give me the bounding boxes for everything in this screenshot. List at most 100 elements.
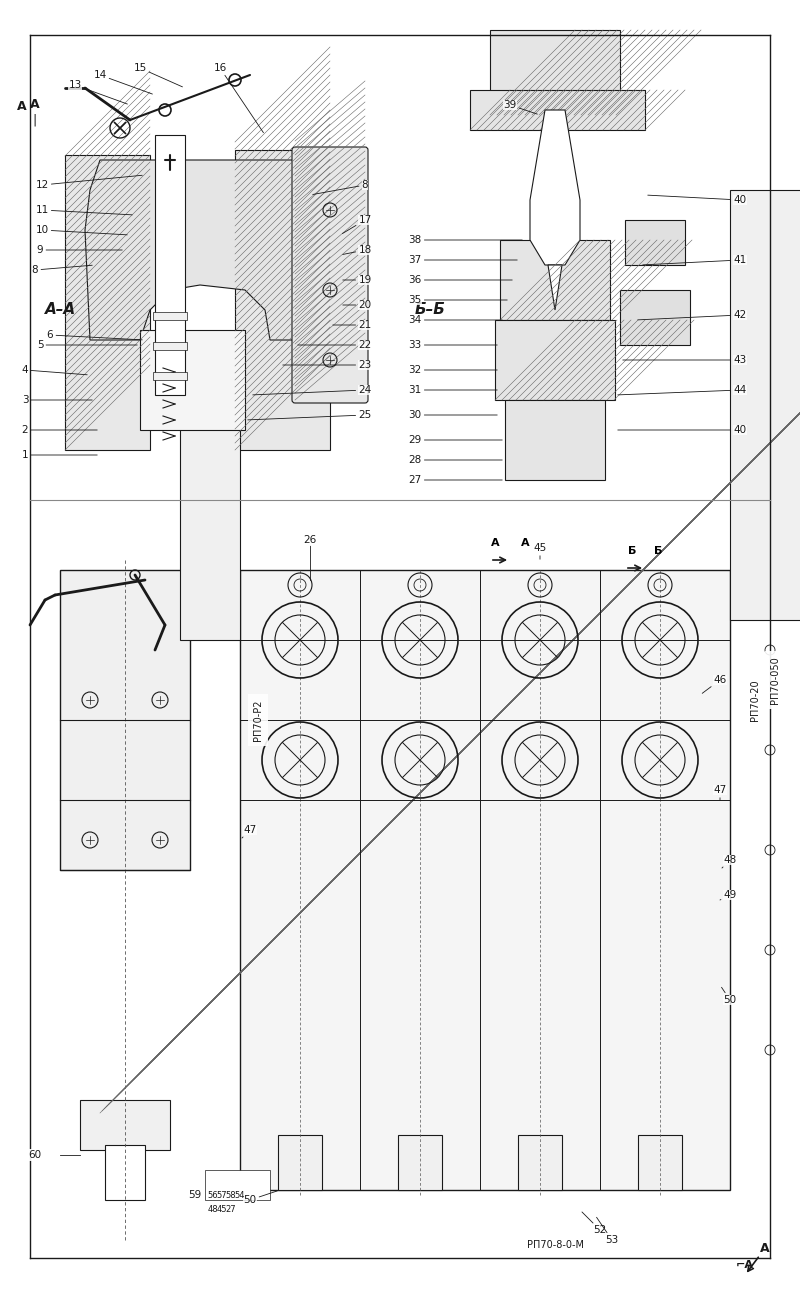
Text: 27: 27 bbox=[226, 1205, 236, 1214]
Text: 10: 10 bbox=[35, 225, 127, 235]
Text: 41: 41 bbox=[642, 255, 746, 265]
Bar bbox=[620, 290, 690, 345]
Text: 28: 28 bbox=[408, 455, 502, 465]
Text: Б–Б: Б–Б bbox=[415, 303, 446, 318]
Bar bbox=[205, 1170, 270, 1200]
Text: 40: 40 bbox=[648, 195, 746, 206]
Text: 58: 58 bbox=[226, 1191, 236, 1200]
Text: РП70-20: РП70-20 bbox=[750, 679, 760, 720]
Text: 45: 45 bbox=[217, 1205, 227, 1214]
Text: 59: 59 bbox=[188, 1190, 202, 1200]
Text: 49: 49 bbox=[720, 890, 737, 900]
Text: 1: 1 bbox=[22, 450, 98, 460]
Bar bbox=[240, 570, 730, 1190]
Text: А: А bbox=[521, 538, 530, 548]
Text: 56: 56 bbox=[208, 1191, 218, 1200]
Text: 44: 44 bbox=[618, 385, 746, 394]
Text: 3: 3 bbox=[22, 394, 92, 405]
Text: 60: 60 bbox=[29, 1149, 42, 1160]
Text: 9: 9 bbox=[37, 244, 122, 255]
Bar bbox=[105, 1146, 145, 1200]
Bar bbox=[505, 400, 605, 480]
Text: 6: 6 bbox=[46, 330, 142, 340]
Text: 25: 25 bbox=[248, 410, 372, 420]
Text: 31: 31 bbox=[408, 385, 498, 394]
Text: 30: 30 bbox=[409, 410, 498, 420]
Text: 20: 20 bbox=[342, 300, 371, 310]
Bar bbox=[235, 150, 330, 450]
Bar bbox=[518, 1135, 562, 1190]
Text: 12: 12 bbox=[35, 176, 142, 190]
Text: ⌐A: ⌐A bbox=[736, 1259, 754, 1270]
Text: А: А bbox=[760, 1241, 770, 1254]
Text: 4: 4 bbox=[22, 365, 87, 375]
Text: 35: 35 bbox=[408, 295, 507, 305]
Text: 42: 42 bbox=[638, 310, 746, 319]
Text: 18: 18 bbox=[342, 244, 372, 255]
Bar bbox=[153, 372, 187, 380]
Bar bbox=[140, 330, 245, 431]
Text: 50: 50 bbox=[722, 988, 737, 1005]
Bar bbox=[60, 570, 190, 870]
Text: 16: 16 bbox=[214, 63, 263, 133]
Text: 27: 27 bbox=[408, 475, 502, 485]
Text: РП70-Р2: РП70-Р2 bbox=[253, 700, 263, 741]
Bar bbox=[153, 312, 187, 319]
Bar bbox=[80, 1100, 170, 1149]
Text: 40: 40 bbox=[618, 425, 746, 434]
Text: А: А bbox=[490, 538, 499, 548]
Bar bbox=[638, 1135, 682, 1190]
Text: 47: 47 bbox=[242, 825, 257, 838]
Bar bbox=[155, 134, 185, 394]
Text: 21: 21 bbox=[333, 319, 372, 330]
Text: 14: 14 bbox=[94, 70, 152, 94]
Bar bbox=[730, 190, 800, 621]
Text: 24: 24 bbox=[253, 385, 372, 394]
Bar bbox=[153, 343, 187, 350]
Bar bbox=[180, 350, 240, 640]
Text: 53: 53 bbox=[597, 1217, 618, 1245]
Text: 38: 38 bbox=[408, 235, 522, 244]
Bar bbox=[470, 91, 645, 131]
Bar bbox=[278, 1135, 322, 1190]
Text: А–А: А–А bbox=[45, 303, 76, 318]
Polygon shape bbox=[85, 160, 320, 340]
Text: 22: 22 bbox=[298, 340, 372, 350]
Text: 2: 2 bbox=[22, 425, 98, 434]
Text: 47: 47 bbox=[714, 785, 726, 800]
Bar bbox=[625, 220, 685, 265]
Text: 37: 37 bbox=[408, 255, 518, 265]
Text: 45: 45 bbox=[534, 543, 546, 559]
Text: 23: 23 bbox=[282, 359, 372, 370]
Text: 36: 36 bbox=[408, 275, 512, 284]
Text: РП70-8-0-М: РП70-8-0-М bbox=[526, 1240, 583, 1250]
FancyBboxPatch shape bbox=[292, 147, 368, 403]
Text: 46: 46 bbox=[702, 675, 726, 693]
Text: 33: 33 bbox=[408, 340, 498, 350]
Text: 29: 29 bbox=[408, 434, 502, 445]
Text: 8: 8 bbox=[313, 180, 368, 194]
Bar bbox=[398, 1135, 442, 1190]
Text: А: А bbox=[30, 98, 40, 111]
Text: 50: 50 bbox=[243, 1191, 278, 1205]
Bar bbox=[495, 319, 615, 400]
Text: 39: 39 bbox=[503, 100, 538, 114]
Text: 32: 32 bbox=[408, 365, 498, 375]
Text: 8: 8 bbox=[32, 265, 92, 275]
Bar bbox=[65, 155, 150, 450]
Text: 17: 17 bbox=[342, 215, 372, 234]
Text: 15: 15 bbox=[134, 63, 182, 87]
Text: 13: 13 bbox=[68, 80, 127, 103]
Text: 5: 5 bbox=[37, 340, 138, 350]
Text: Б: Б bbox=[654, 546, 662, 556]
Bar bbox=[490, 30, 620, 115]
Text: 48: 48 bbox=[722, 855, 737, 868]
Text: 34: 34 bbox=[408, 315, 502, 325]
Text: 43: 43 bbox=[622, 356, 746, 365]
Text: А: А bbox=[17, 101, 27, 114]
Text: |: | bbox=[33, 114, 37, 127]
Text: 52: 52 bbox=[582, 1212, 606, 1235]
Text: 26: 26 bbox=[303, 535, 317, 546]
Bar bbox=[500, 240, 610, 319]
Text: 48: 48 bbox=[208, 1205, 218, 1214]
